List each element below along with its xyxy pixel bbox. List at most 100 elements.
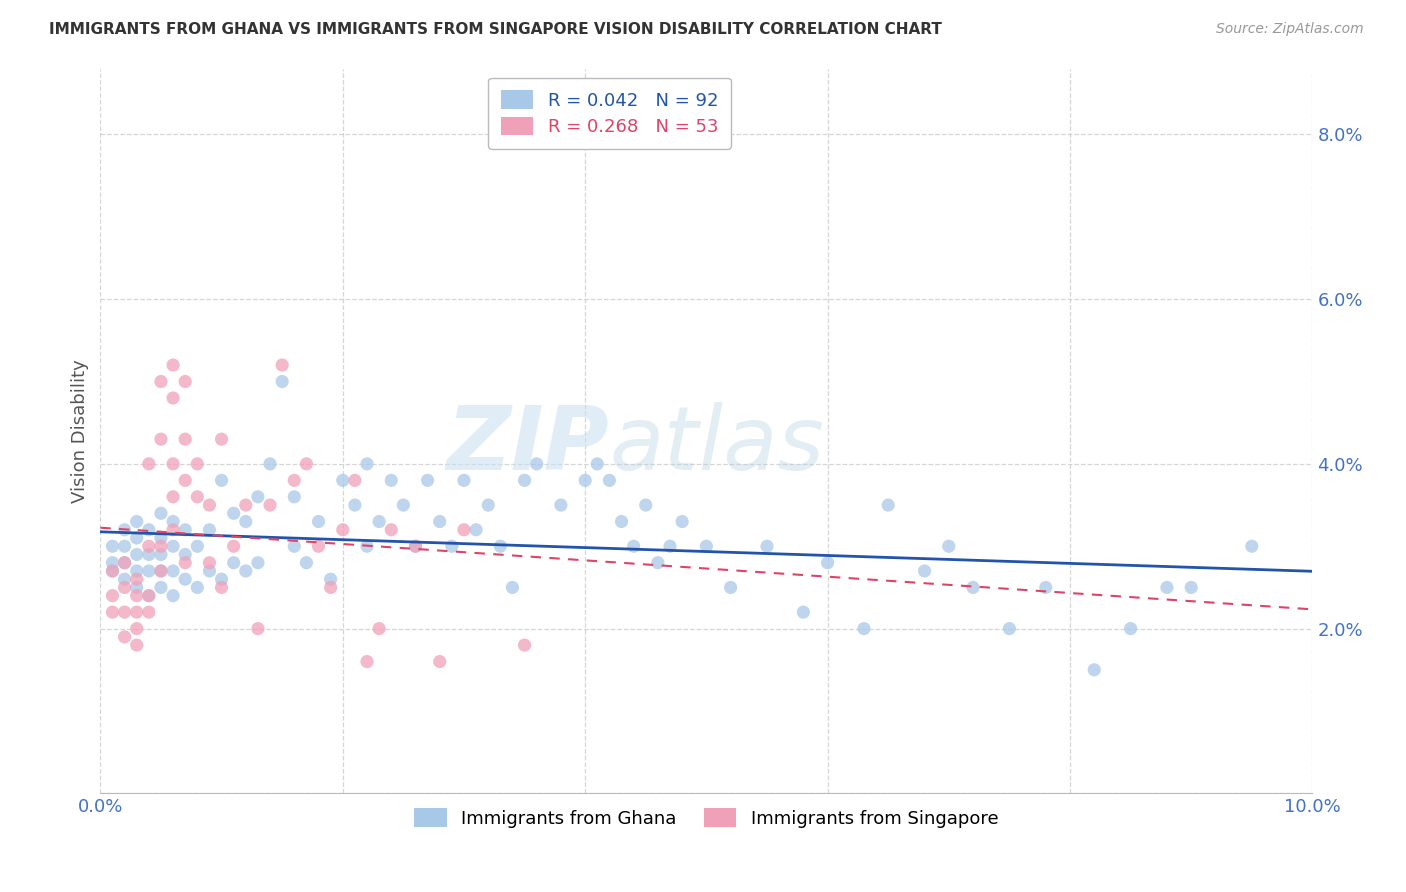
Point <box>998 622 1021 636</box>
Point <box>174 474 197 488</box>
Point <box>222 539 245 553</box>
Point <box>162 358 184 372</box>
Point <box>162 457 184 471</box>
Point <box>138 589 160 603</box>
Point <box>429 655 451 669</box>
Point <box>1240 539 1263 553</box>
Point <box>101 564 124 578</box>
Point <box>1035 581 1057 595</box>
Point <box>174 548 197 562</box>
Point <box>343 474 366 488</box>
Point <box>308 515 330 529</box>
Point <box>125 622 148 636</box>
Point <box>598 474 620 488</box>
Point <box>101 539 124 553</box>
Point <box>198 556 221 570</box>
Point <box>332 523 354 537</box>
Point <box>125 581 148 595</box>
Point <box>174 432 197 446</box>
Point <box>319 581 342 595</box>
Point <box>489 539 512 553</box>
Point <box>138 539 160 553</box>
Point <box>477 498 499 512</box>
Point <box>235 498 257 512</box>
Point <box>513 638 536 652</box>
Point <box>222 506 245 520</box>
Point <box>453 523 475 537</box>
Point <box>501 581 523 595</box>
Point <box>186 490 208 504</box>
Point <box>368 515 391 529</box>
Point <box>125 572 148 586</box>
Text: IMMIGRANTS FROM GHANA VS IMMIGRANTS FROM SINGAPORE VISION DISABILITY CORRELATION: IMMIGRANTS FROM GHANA VS IMMIGRANTS FROM… <box>49 22 942 37</box>
Point <box>332 474 354 488</box>
Point <box>877 498 900 512</box>
Point <box>235 515 257 529</box>
Point <box>198 498 221 512</box>
Point <box>211 474 233 488</box>
Point <box>114 605 136 619</box>
Point <box>162 490 184 504</box>
Point <box>125 564 148 578</box>
Point <box>368 622 391 636</box>
Point <box>259 457 281 471</box>
Y-axis label: Vision Disability: Vision Disability <box>72 359 89 503</box>
Point <box>114 630 136 644</box>
Point <box>149 539 172 553</box>
Point <box>174 523 197 537</box>
Point <box>283 539 305 553</box>
Text: atlas: atlas <box>609 402 824 489</box>
Point <box>125 605 148 619</box>
Point <box>246 490 269 504</box>
Point <box>198 564 221 578</box>
Point <box>211 432 233 446</box>
Point <box>623 539 645 553</box>
Point <box>380 474 402 488</box>
Point <box>720 581 742 595</box>
Point <box>526 457 548 471</box>
Point <box>938 539 960 553</box>
Point <box>465 523 488 537</box>
Point <box>283 490 305 504</box>
Point <box>852 622 875 636</box>
Point <box>149 564 172 578</box>
Point <box>380 523 402 537</box>
Point <box>198 523 221 537</box>
Point <box>756 539 779 553</box>
Point <box>271 375 294 389</box>
Point <box>392 498 415 512</box>
Point <box>186 539 208 553</box>
Point <box>114 556 136 570</box>
Point <box>149 564 172 578</box>
Point <box>271 358 294 372</box>
Point <box>550 498 572 512</box>
Point <box>283 474 305 488</box>
Point <box>429 515 451 529</box>
Text: ZIP: ZIP <box>447 402 609 489</box>
Point <box>149 531 172 545</box>
Point <box>235 564 257 578</box>
Point <box>138 548 160 562</box>
Point <box>308 539 330 553</box>
Point <box>149 506 172 520</box>
Point <box>211 581 233 595</box>
Point <box>356 457 378 471</box>
Point <box>1156 581 1178 595</box>
Point <box>138 564 160 578</box>
Point <box>356 539 378 553</box>
Point <box>162 539 184 553</box>
Point <box>114 556 136 570</box>
Point <box>513 474 536 488</box>
Point <box>174 375 197 389</box>
Point <box>416 474 439 488</box>
Point <box>634 498 657 512</box>
Point <box>114 539 136 553</box>
Point <box>114 581 136 595</box>
Point <box>125 515 148 529</box>
Point <box>695 539 717 553</box>
Text: Source: ZipAtlas.com: Source: ZipAtlas.com <box>1216 22 1364 37</box>
Point <box>114 523 136 537</box>
Point <box>356 655 378 669</box>
Point <box>246 556 269 570</box>
Point <box>125 548 148 562</box>
